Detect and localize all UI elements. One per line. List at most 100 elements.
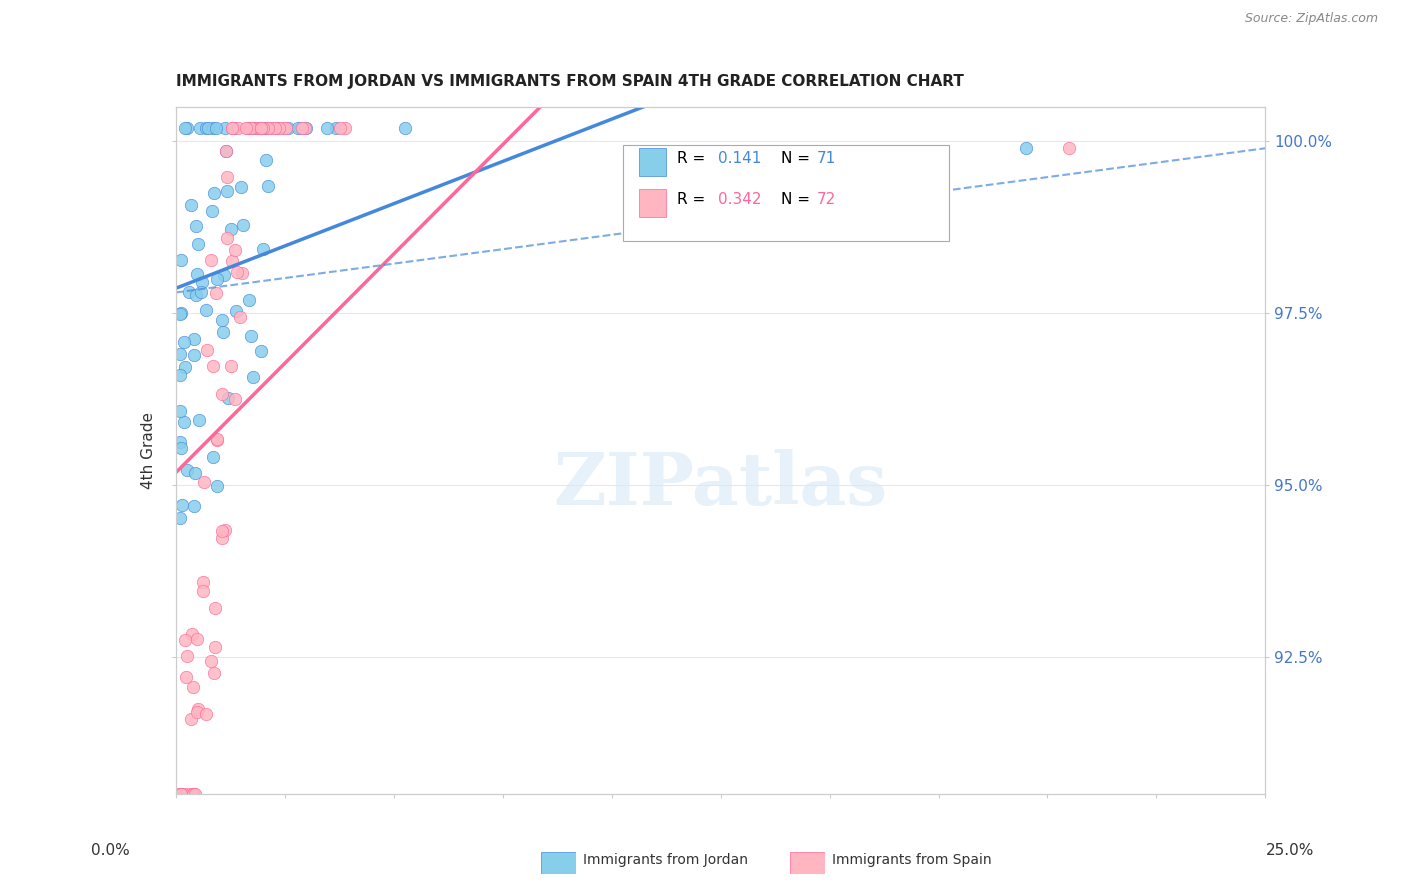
Immigrants from Spain: [329, 120, 352, 135]
Text: ZIPatlas: ZIPatlas: [554, 450, 887, 520]
Immigrants from Spain: [231, 266, 253, 280]
Immigrants from Spain: [335, 120, 357, 135]
Immigrants from Jordan: [266, 120, 288, 135]
Text: 0.0%: 0.0%: [91, 843, 131, 857]
Immigrants from Spain: [186, 632, 208, 646]
Immigrants from Spain: [202, 665, 225, 680]
Immigrants from Jordan: [188, 120, 211, 135]
Immigrants from Jordan: [176, 120, 198, 135]
Immigrants from Jordan: [215, 144, 238, 158]
Immigrants from Spain: [184, 787, 207, 801]
Immigrants from Spain: [205, 433, 228, 447]
Immigrants from Jordan: [202, 186, 225, 200]
Immigrants from Spain: [200, 654, 222, 668]
Immigrants from Jordan: [315, 120, 337, 135]
Immigrants from Spain: [235, 120, 257, 135]
Immigrants from Spain: [204, 640, 226, 654]
Immigrants from Spain: [263, 120, 285, 135]
Immigrants from Jordan: [287, 120, 309, 135]
Immigrants from Spain: [243, 120, 266, 135]
Immigrants from Jordan: [242, 120, 264, 135]
Immigrants from Spain: [221, 120, 243, 135]
Immigrants from Jordan: [217, 184, 239, 198]
Immigrants from Jordan: [201, 203, 224, 218]
Immigrants from Jordan: [252, 242, 274, 256]
Immigrants from Jordan: [169, 368, 191, 382]
Immigrants from Spain: [211, 387, 233, 401]
Immigrants from Jordan: [219, 222, 242, 236]
Immigrants from Spain: [291, 120, 314, 135]
Immigrants from Spain: [221, 120, 243, 135]
Immigrants from Jordan: [186, 219, 208, 233]
Immigrants from Spain: [211, 531, 233, 545]
Immigrants from Jordan: [211, 313, 233, 327]
Immigrants from Spain: [294, 120, 316, 135]
Immigrants from Spain: [221, 253, 243, 268]
Immigrants from Jordan: [325, 120, 347, 135]
Immigrants from Spain: [191, 583, 214, 598]
Immigrants from Spain: [191, 574, 214, 589]
Immigrants from Jordan: [239, 329, 262, 343]
Immigrants from Jordan: [184, 288, 207, 302]
Immigrants from Spain: [214, 523, 236, 537]
Immigrants from Jordan: [290, 120, 312, 135]
Immigrants from Jordan: [172, 498, 194, 512]
Immigrants from Jordan: [202, 120, 225, 135]
Immigrants from Spain: [205, 286, 228, 301]
Immigrants from Jordan: [217, 391, 239, 405]
Immigrants from Spain: [236, 120, 259, 135]
Immigrants from Jordan: [174, 360, 197, 375]
Immigrants from Jordan: [225, 303, 247, 318]
Immigrants from Spain: [215, 231, 238, 245]
Immigrants from Jordan: [254, 153, 277, 168]
Immigrants from Jordan: [194, 302, 217, 317]
Immigrants from Jordan: [212, 326, 235, 340]
Immigrants from Spain: [276, 120, 298, 135]
Immigrants from Spain: [215, 145, 238, 159]
Immigrants from Spain: [169, 787, 191, 801]
Immigrants from Jordan: [250, 344, 273, 359]
Immigrants from Spain: [187, 702, 209, 716]
Immigrants from Jordan: [242, 370, 264, 384]
Immigrants from Jordan: [170, 253, 193, 268]
Immigrants from Jordan: [207, 272, 229, 286]
Text: Immigrants from Jordan: Immigrants from Jordan: [583, 854, 748, 867]
Immigrants from Jordan: [195, 120, 218, 135]
Immigrants from Spain: [183, 787, 205, 801]
Immigrants from Spain: [169, 787, 191, 801]
Bar: [638, 148, 666, 176]
Immigrants from Spain: [252, 120, 274, 135]
Immigrants from Jordan: [176, 463, 198, 477]
Y-axis label: 4th Grade: 4th Grade: [141, 412, 156, 489]
Immigrants from Jordan: [169, 404, 191, 418]
Immigrants from Spain: [273, 120, 295, 135]
Immigrants from Jordan: [187, 413, 209, 427]
Immigrants from Spain: [181, 681, 204, 695]
Immigrants from Jordan: [169, 511, 191, 525]
Immigrants from Spain: [247, 120, 270, 135]
Immigrants from Spain: [211, 524, 233, 539]
Immigrants from Jordan: [205, 479, 228, 493]
Immigrants from Jordan: [394, 120, 416, 135]
Immigrants from Spain: [204, 601, 226, 615]
Immigrants from Jordan: [214, 120, 236, 135]
Text: Source: ZipAtlas.com: Source: ZipAtlas.com: [1244, 12, 1378, 25]
Immigrants from Spain: [257, 120, 280, 135]
Immigrants from Jordan: [183, 499, 205, 513]
Immigrants from Spain: [247, 120, 270, 135]
Immigrants from Jordan: [191, 275, 214, 289]
Immigrants from Spain: [180, 712, 202, 726]
Immigrants from Jordan: [254, 120, 277, 135]
Immigrants from Jordan: [277, 120, 299, 135]
Immigrants from Jordan: [190, 285, 212, 299]
Immigrants from Jordan: [232, 219, 254, 233]
Immigrants from Spain: [172, 787, 194, 801]
Immigrants from Spain: [201, 359, 224, 373]
Immigrants from Jordan: [224, 120, 246, 135]
Immigrants from Spain: [186, 706, 208, 720]
Immigrants from Jordan: [236, 120, 259, 135]
Immigrants from Spain: [181, 787, 204, 801]
Bar: [638, 189, 666, 217]
Text: IMMIGRANTS FROM JORDAN VS IMMIGRANTS FROM SPAIN 4TH GRADE CORRELATION CHART: IMMIGRANTS FROM JORDAN VS IMMIGRANTS FRO…: [176, 74, 963, 89]
Immigrants from Spain: [195, 343, 218, 358]
